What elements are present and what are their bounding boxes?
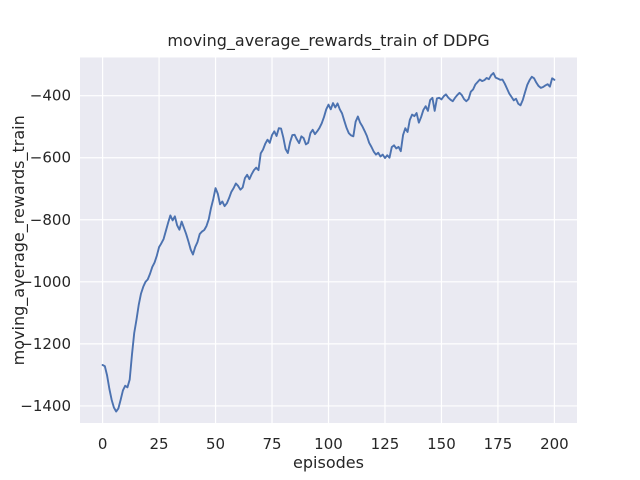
- x-tick-label: 200: [540, 435, 569, 453]
- gridlines: [80, 57, 577, 423]
- y-tick-label: −1000: [20, 273, 71, 291]
- x-tick-label: 50: [206, 435, 225, 453]
- y-axis-label: moving_average_rewards_train: [9, 115, 29, 365]
- y-tick-label: −400: [30, 87, 71, 105]
- x-tick-label: 125: [371, 435, 400, 453]
- x-tick-label: 175: [484, 435, 513, 453]
- x-axis-label: episodes: [293, 453, 364, 472]
- x-tick-label: 25: [150, 435, 169, 453]
- y-tick-label: −1200: [20, 335, 71, 353]
- x-tick-label: 150: [427, 435, 456, 453]
- y-tick-label: −1400: [20, 397, 71, 415]
- x-axis-tick-labels: 0 25 50 75 100 125 150 175 200: [98, 435, 569, 453]
- x-tick-label: 75: [262, 435, 281, 453]
- x-tick-label: 0: [98, 435, 108, 453]
- y-tick-label: −800: [30, 211, 71, 229]
- series-line-moving-average-rewards: [101, 72, 556, 413]
- x-tick-label: 100: [314, 435, 343, 453]
- chart-title: moving_average_rewards_train of DDPG: [167, 31, 489, 51]
- y-tick-label: −600: [30, 149, 71, 167]
- y-axis-tick-labels: −400 −600 −800 −1000 −1200 −1400: [20, 87, 71, 415]
